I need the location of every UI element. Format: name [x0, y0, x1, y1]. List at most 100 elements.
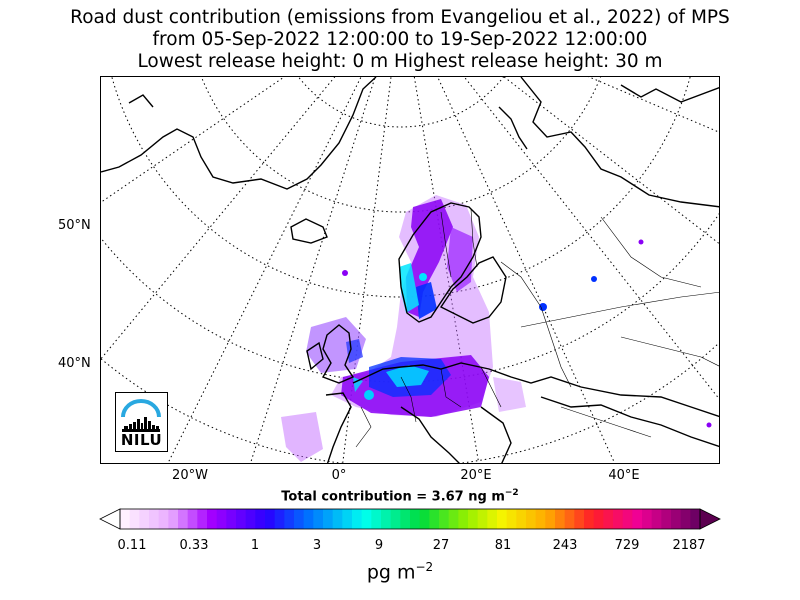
- colorbar-cell: [255, 509, 266, 529]
- hotspot-5: [342, 270, 348, 276]
- meridian-30e: [463, 77, 719, 400]
- lat-label-40n: 40°N: [58, 356, 91, 371]
- hotspot-7: [706, 422, 712, 428]
- concentration-field: [281, 195, 712, 462]
- border-eastern: [500, 261, 572, 388]
- meridian-30w: [101, 77, 336, 360]
- colorbar-tick-2: 1: [250, 538, 260, 553]
- coastlines: [101, 77, 719, 463]
- colorbar-cell: [149, 509, 160, 529]
- map-panel: [100, 76, 720, 464]
- meridian-10w: [249, 77, 376, 463]
- border-spain-france: [355, 406, 372, 448]
- iceland-coast: [290, 218, 328, 244]
- hotspot-1: [364, 390, 374, 400]
- hotspot-4: [591, 276, 597, 282]
- colorbar-cell: [613, 509, 624, 529]
- hotspot-6: [638, 239, 644, 245]
- colorbar-cell: [535, 509, 546, 529]
- title-line-3: Lowest release height: 0 m Highest relea…: [137, 51, 663, 72]
- baltic-coast: [439, 256, 507, 324]
- latitude-circle-60: [200, 77, 602, 213]
- colorbar-cell: [313, 509, 324, 529]
- colorbar-cell: [555, 509, 566, 529]
- colorbar-outline: [119, 508, 701, 530]
- colorbar-cell: [129, 509, 140, 529]
- latitude-circle-70: [297, 77, 505, 128]
- title-line-1: Road dust contribution (emissions from E…: [70, 7, 730, 28]
- colorbar-cell: [574, 509, 585, 529]
- colorbar-cell: [323, 509, 334, 529]
- colorbar-cell: [448, 509, 459, 529]
- colorbar-cell: [584, 509, 595, 529]
- colorbar-extend-high: [699, 508, 721, 530]
- border-sweden-finland: [470, 208, 478, 268]
- colorbar-tick-6: 81: [494, 538, 512, 553]
- title-line-2: from 05-Sep-2022 12:00:00 to 19-Sep-2022…: [152, 29, 648, 50]
- arctic-island-coast: [128, 94, 154, 108]
- logo-arc: [121, 399, 161, 418]
- colorbar-cell: [284, 509, 295, 529]
- colorbar-cells: [120, 509, 701, 529]
- colorbar-cell: [352, 509, 363, 529]
- total-contribution-text: Total contribution = 3.67 ng m: [281, 489, 505, 505]
- colorbar-cell: [361, 509, 372, 529]
- colorbar-cell: [593, 509, 604, 529]
- lon-label-20w: 20°W: [172, 468, 208, 483]
- nilu-logo: NILU: [115, 392, 168, 452]
- novaya-zemlya-coast: [620, 84, 719, 103]
- colorbar-tick-1: 0.33: [179, 538, 209, 553]
- country-borders: [355, 208, 719, 448]
- lat-label-50n: 50°N: [58, 218, 91, 233]
- lon-label-0: 0°: [331, 468, 347, 483]
- logo-skyline: [122, 417, 160, 432]
- border-east-2: [560, 406, 652, 438]
- colorbar-cell: [168, 509, 179, 529]
- colorbar-tick-0: 0.11: [117, 538, 147, 553]
- colorbar-tick-5: 27: [432, 538, 450, 553]
- colorbar-cell: [342, 509, 353, 529]
- colorbar-cell: [274, 509, 285, 529]
- colorbar-cell: [651, 509, 662, 529]
- colorbar-cell: [120, 509, 131, 529]
- total-contribution: Total contribution = 3.67 ng m−2: [0, 488, 800, 504]
- europe-north-coast: [352, 362, 719, 418]
- balkans-coast: [480, 406, 512, 463]
- colorbar-cell: [622, 509, 633, 529]
- border-france-germany: [400, 376, 417, 423]
- russia-arctic-coast: [520, 77, 719, 208]
- colorbar-cell: [158, 509, 169, 529]
- scandinavia-coast: [398, 202, 482, 323]
- colorbar-cell: [390, 509, 401, 529]
- colorbar-cell: [690, 509, 701, 529]
- colorbar-cell: [236, 509, 247, 529]
- colorbar-extend-low: [99, 508, 121, 530]
- colorbar-unit-text: pg m: [366, 561, 416, 584]
- meridian-40e: [503, 77, 719, 245]
- kola-coast: [498, 106, 528, 150]
- border-poland-ukraine: [480, 366, 502, 408]
- iberia-coast: [325, 392, 352, 463]
- meridian-50e: [587, 77, 719, 133]
- italy-coast: [400, 406, 460, 463]
- colorbar-cell: [371, 509, 382, 529]
- colorbar-cell: [661, 509, 672, 529]
- lon-label-20e: 20°E: [460, 468, 492, 483]
- colorbar-cell: [216, 509, 227, 529]
- colorbar-cell: [187, 509, 198, 529]
- colorbar-cell: [419, 509, 430, 529]
- border-germany-poland: [440, 368, 462, 408]
- colorbar-cell: [671, 509, 682, 529]
- greenland-coast: [101, 77, 377, 190]
- colorbar-tick-4: 9: [374, 538, 384, 553]
- colorbar-cell: [381, 509, 392, 529]
- colorbar-cell: [458, 509, 469, 529]
- hotspot-2: [419, 273, 427, 281]
- colorbar-cell: [545, 509, 556, 529]
- colorbar-cell: [139, 509, 150, 529]
- colorbar-cell: [487, 509, 498, 529]
- colorbar-cell: [468, 509, 479, 529]
- colorbar-unit: pg m−2: [0, 560, 800, 583]
- colorbar-cell: [207, 509, 218, 529]
- meridian-40w: [101, 77, 285, 203]
